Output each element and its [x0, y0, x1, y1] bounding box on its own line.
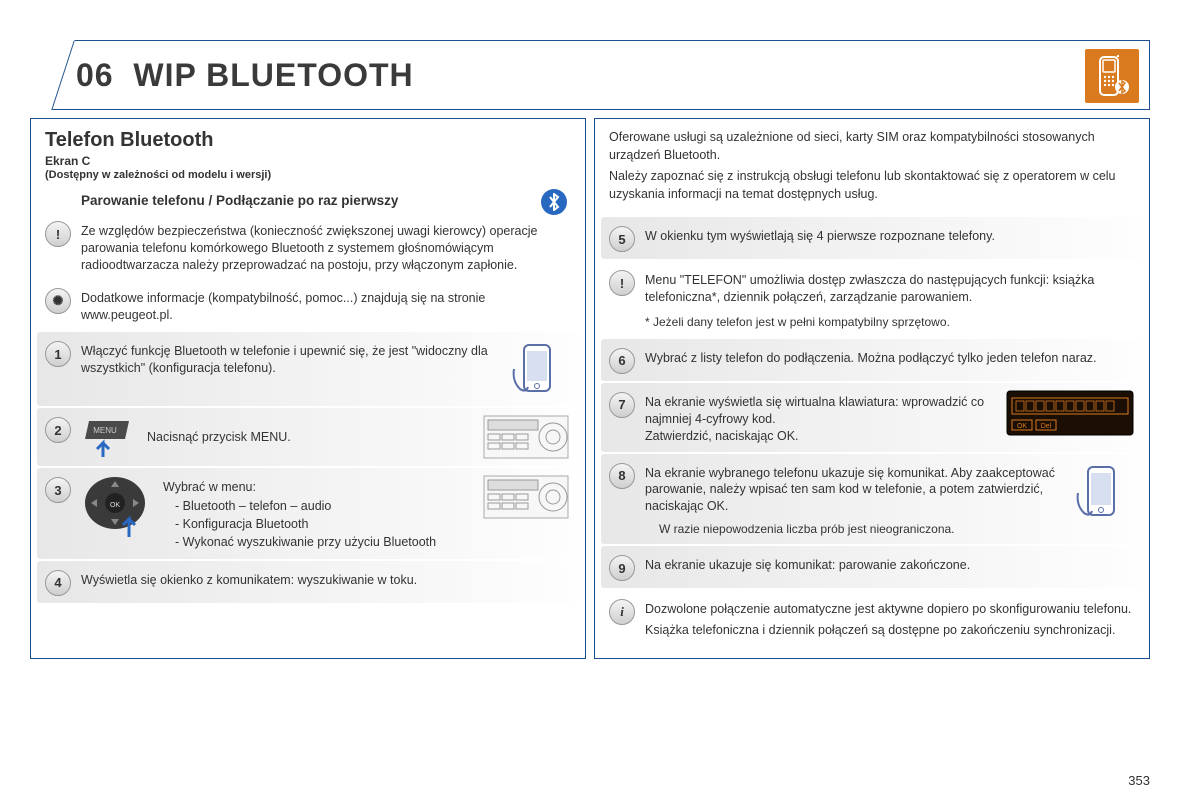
svg-text:OK: OK — [1017, 423, 1027, 430]
step-6-text: Wybrać z listy telefon do podłączenia. M… — [645, 346, 1135, 367]
radio-illustration-2 — [481, 475, 571, 519]
step-badge-7: 7 — [609, 392, 635, 418]
intro-paragraph: Oferowane usługi są uzależnione od sieci… — [609, 129, 1135, 203]
phone-illustration — [501, 339, 571, 399]
chapter-title: 06 WIP BLUETOOTH — [76, 57, 414, 94]
header-tab-cut — [7, 40, 75, 110]
section-heading: Telefon Bluetooth — [45, 129, 571, 152]
radio-illustration — [481, 415, 571, 459]
step-badge-1: 1 — [45, 341, 71, 367]
svg-text:MENU: MENU — [93, 426, 117, 435]
step-3-row: 3 OK Wybrać w menu: — [37, 468, 579, 559]
warning-icon: ! — [609, 270, 635, 296]
phone-bluetooth-icon — [1085, 49, 1139, 103]
step-badge-3: 3 — [45, 477, 71, 503]
tip-note: ✺ Dodatkowe informacje (kompatybilność, … — [45, 283, 571, 327]
step-6-row: 6 Wybrać z listy telefon do podłączenia.… — [601, 339, 1143, 381]
phone-illustration-2 — [1065, 461, 1135, 525]
keypad-display-illustration: OK Del — [1005, 390, 1135, 436]
step-3-text: Wybrać w menu: Bluetooth – telefon – aud… — [163, 475, 471, 552]
info-note: i Dozwolone połączenie automatyczne jest… — [609, 594, 1135, 642]
warning-note: ! Ze względów bezpieczeństwa (koniecznoś… — [45, 216, 571, 277]
menu-button-illustration: MENU — [81, 415, 137, 459]
step-9-row: 9 Na ekranie ukazuje się komunikat: paro… — [601, 546, 1143, 588]
step-9-text: Na ekranie ukazuje się komunikat: parowa… — [645, 553, 1135, 574]
chapter-name: WIP BLUETOOTH — [133, 57, 413, 93]
right-column: Oferowane usługi są uzależnione od sieci… — [594, 118, 1150, 659]
step-5-row: 5 W okienku tym wyświetlają się 4 pierws… — [601, 217, 1143, 259]
warning-icon: ! — [45, 221, 71, 247]
step-7-row: 7 Na ekranie wyświetla się wirtualna kla… — [601, 383, 1143, 452]
step-4-text: Wyświetla się okienko z komunikatem: wys… — [81, 568, 571, 589]
bluetooth-icon — [541, 189, 567, 215]
right-warning-note: ! Menu "TELEFON" umożliwia dostęp zwłasz… — [609, 265, 1135, 333]
step-5-text: W okienku tym wyświetlają się 4 pierwsze… — [645, 224, 1135, 245]
dpad-illustration: OK — [81, 475, 153, 539]
step-7-text: Na ekranie wyświetla się wirtualna klawi… — [645, 390, 995, 445]
lightbulb-icon: ✺ — [45, 288, 71, 314]
step-1-text: Włączyć funkcję Bluetooth w telefonie i … — [81, 339, 491, 377]
svg-text:Del: Del — [1041, 423, 1052, 430]
step-1-row: 1 Włączyć funkcję Bluetooth w telefonie … — [37, 332, 579, 406]
step-badge-5: 5 — [609, 226, 635, 252]
step-badge-4: 4 — [45, 570, 71, 596]
section-subheading: Ekran C — [45, 154, 571, 168]
step-8-text: Na ekranie wybranego telefonu ukazuje si… — [645, 461, 1055, 538]
info-icon: i — [609, 599, 635, 625]
pairing-title: Parowanie telefonu / Podłączanie po raz … — [81, 193, 571, 208]
step-4-row: 4 Wyświetla się okienko z komunikatem: w… — [37, 561, 579, 603]
page-number: 353 — [1128, 773, 1150, 788]
page-header: 06 WIP BLUETOOTH — [30, 40, 1150, 110]
step-badge-6: 6 — [609, 348, 635, 374]
step-8-row: 8 Na ekranie wybranego telefonu ukazuje … — [601, 454, 1143, 545]
step-badge-9: 9 — [609, 555, 635, 581]
step-badge-2: 2 — [45, 417, 71, 443]
section-availability-note: (Dostępny w zależności od modelu i wersj… — [45, 169, 571, 181]
left-column: Telefon Bluetooth Ekran C (Dostępny w za… — [30, 118, 586, 659]
chapter-number: 06 — [76, 57, 114, 93]
step-badge-8: 8 — [609, 463, 635, 489]
content-columns: Telefon Bluetooth Ekran C (Dostępny w za… — [30, 118, 1150, 659]
step-2-row: 2 MENU Nacisnąć przycisk MENU. — [37, 408, 579, 466]
svg-text:OK: OK — [110, 502, 120, 509]
step-2-text: Nacisnąć przycisk MENU. — [147, 415, 471, 446]
